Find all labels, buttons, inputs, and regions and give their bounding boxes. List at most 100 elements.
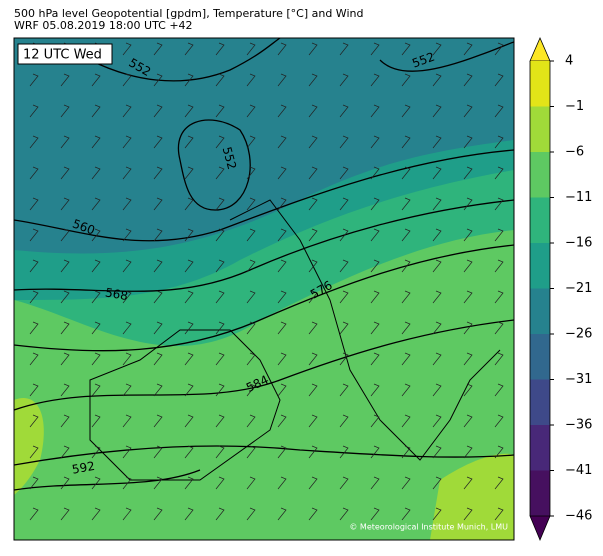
wind-barb: [401, 166, 411, 180]
wind-barb: [246, 414, 256, 428]
wind-barb: [215, 414, 225, 428]
wind-barb: [184, 42, 194, 56]
wind-barb: [463, 321, 473, 335]
wind-barb: [277, 166, 287, 180]
wind-barb: [122, 197, 132, 211]
wind-barb: [153, 414, 163, 428]
wind-barb: [184, 259, 194, 273]
wind-barb: [494, 290, 504, 304]
wind-barb: [184, 321, 194, 335]
wind-barb: [60, 135, 70, 149]
wind-barb: [401, 507, 411, 521]
wind-barb: [215, 228, 225, 242]
wind-barb: [277, 476, 287, 490]
wind-barb: [308, 42, 318, 56]
wind-barb: [494, 507, 504, 521]
wind-barb: [401, 104, 411, 118]
wind-barb: [184, 73, 194, 87]
colorbar-band: [530, 61, 550, 107]
wind-barb: [494, 197, 504, 211]
wind-barb: [153, 507, 163, 521]
wind-barb: [91, 166, 101, 180]
wind-barb: [339, 321, 349, 335]
wind-barb: [246, 135, 256, 149]
wind-barb: [60, 383, 70, 397]
wind-barb: [60, 321, 70, 335]
colorbar-tick-label: −41: [565, 463, 592, 478]
colorbar-band: [530, 379, 550, 425]
wind-barb: [339, 228, 349, 242]
wind-barb: [122, 445, 132, 459]
wind-barb: [308, 135, 318, 149]
wind-barb: [215, 166, 225, 180]
wind-barb: [370, 383, 380, 397]
colorbar-tick-label: −36: [565, 418, 592, 433]
wind-barb: [432, 507, 442, 521]
contour-label: 592: [71, 459, 96, 477]
wind-barb: [29, 507, 39, 521]
wind-barb: [494, 166, 504, 180]
wind-barb: [339, 104, 349, 118]
wind-barb: [339, 383, 349, 397]
wind-barb: [339, 352, 349, 366]
wind-barb: [277, 445, 287, 459]
wind-barb: [184, 135, 194, 149]
wind-barb: [370, 321, 380, 335]
wind-barb: [60, 228, 70, 242]
colorbar-band: [530, 288, 550, 334]
wind-barb: [122, 290, 132, 304]
wind-barb: [122, 352, 132, 366]
wind-barb: [215, 197, 225, 211]
wind-barb: [153, 166, 163, 180]
wind-barb: [339, 507, 349, 521]
wind-barb: [215, 73, 225, 87]
wind-barb: [277, 507, 287, 521]
wind-barb: [122, 414, 132, 428]
wind-barb: [122, 476, 132, 490]
wind-barb: [122, 259, 132, 273]
wind-barb: [246, 73, 256, 87]
wind-barb: [246, 42, 256, 56]
wind-barb: [91, 228, 101, 242]
time-label: 12 UTC Wed: [23, 48, 102, 63]
wind-barb: [184, 104, 194, 118]
wind-barb: [463, 135, 473, 149]
wind-barb: [29, 259, 39, 273]
wind-barb: [60, 197, 70, 211]
wind-barb: [401, 445, 411, 459]
wind-barb: [308, 290, 318, 304]
colorbar-tick-label: 4: [565, 54, 573, 69]
wind-barb: [401, 352, 411, 366]
wind-barb: [494, 42, 504, 56]
wind-barb: [122, 135, 132, 149]
wind-barb: [60, 507, 70, 521]
wind-barb: [339, 73, 349, 87]
wind-barb: [153, 259, 163, 273]
wind-barb: [91, 383, 101, 397]
wind-barb: [29, 290, 39, 304]
wind-barb: [370, 197, 380, 211]
wind-barb: [91, 73, 101, 87]
wind-barb: [184, 414, 194, 428]
wind-barb: [463, 352, 473, 366]
wind-barb: [60, 166, 70, 180]
wind-barb: [370, 73, 380, 87]
wind-barb: [308, 228, 318, 242]
wind-barb: [153, 383, 163, 397]
wind-barb: [29, 104, 39, 118]
wind-barb: [246, 197, 256, 211]
colorbar-extension: [529, 36, 551, 62]
wind-barb: [432, 104, 442, 118]
wind-barb: [153, 445, 163, 459]
wind-barb: [277, 290, 287, 304]
wind-barb: [370, 476, 380, 490]
wind-barb: [29, 445, 39, 459]
wind-barb: [432, 414, 442, 428]
wind-barb: [91, 476, 101, 490]
wind-barb: [432, 321, 442, 335]
wind-barb: [370, 104, 380, 118]
wind-barb: [401, 414, 411, 428]
wind-barb: [494, 73, 504, 87]
wind-barb: [494, 135, 504, 149]
wind-barb: [60, 259, 70, 273]
